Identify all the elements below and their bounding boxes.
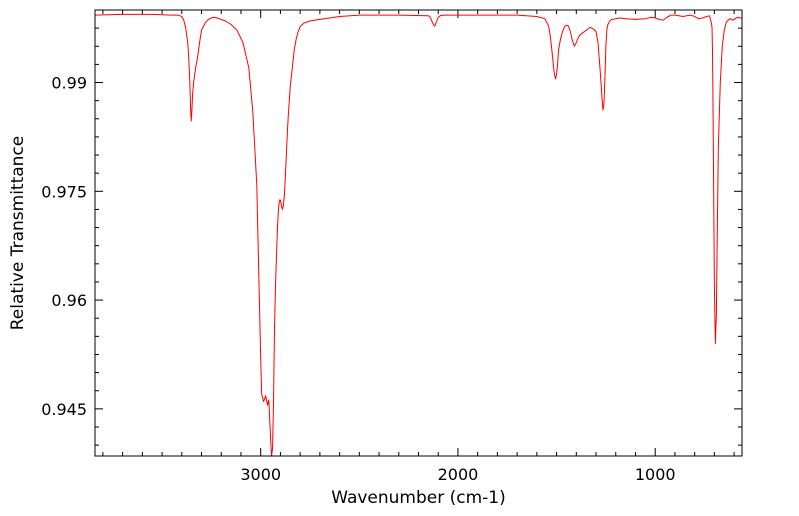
plot-area [95, 13, 742, 456]
y-axis-title: Relative Transmittance [8, 136, 28, 331]
x-tick-label: 3000 [240, 465, 281, 484]
spectrum-line [95, 13, 742, 456]
y-tick-label: 0.96 [51, 291, 87, 310]
minor-ticks [95, 9, 742, 456]
y-tick-label: 0.99 [51, 74, 87, 93]
x-tick-label: 2000 [438, 465, 479, 484]
y-tick-label: 0.945 [41, 400, 87, 419]
x-tick-label: 1000 [635, 465, 676, 484]
major-ticks [95, 10, 742, 456]
x-axis-title: Wavenumber (cm-1) [331, 488, 506, 508]
plot-frame [94, 9, 743, 457]
y-tick-label: 0.975 [41, 182, 87, 201]
series-layer [95, 13, 742, 456]
y-tick-labels: 0.945 0.96 0.975 0.99 [41, 74, 87, 419]
x-tick-labels: 3000 2000 1000 [240, 465, 675, 484]
